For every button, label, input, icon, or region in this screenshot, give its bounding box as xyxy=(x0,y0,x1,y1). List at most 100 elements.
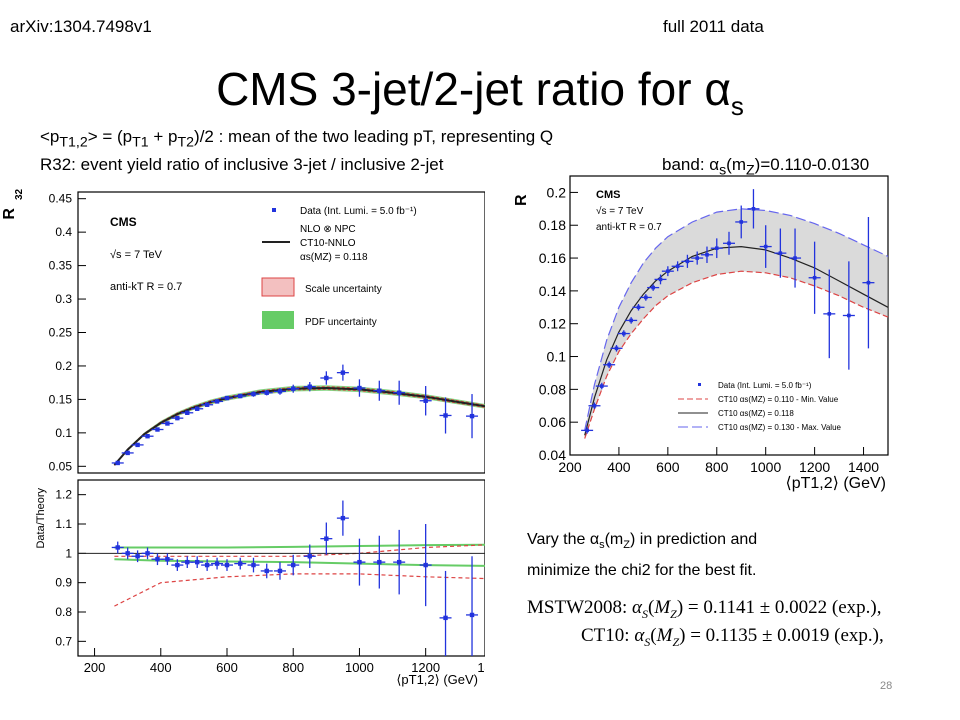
y-tick-label: 0.1 xyxy=(55,426,72,440)
y-tick-label: 0.25 xyxy=(49,326,73,340)
y-tick-label: 0.4 xyxy=(55,225,72,239)
right-legend-data: Data (Int. Lumi. = 5.0 fb⁻¹) xyxy=(718,381,812,390)
right-x-tick-label: 800 xyxy=(705,459,729,475)
y-tick-label: 0.45 xyxy=(49,192,73,206)
legend-pdf-swatch xyxy=(262,311,294,329)
ratio-point xyxy=(357,559,362,565)
right-point xyxy=(600,384,604,388)
data-point xyxy=(340,370,346,375)
data-point xyxy=(214,399,220,404)
central-curve xyxy=(584,245,889,436)
vary-note: Vary the αs(mZ) in prediction and minimi… xyxy=(527,527,757,584)
ratio-y-tick-label: 1 xyxy=(65,546,72,560)
right-point xyxy=(592,403,597,408)
data-point xyxy=(165,421,170,426)
page-title-text: CMS 3-jet/2-jet ratio for αs xyxy=(216,63,744,122)
y-tick-label: 0.3 xyxy=(55,292,72,306)
data-point xyxy=(377,388,382,393)
legend-data-marker xyxy=(272,208,276,212)
ratio-point xyxy=(214,561,220,566)
right-point xyxy=(614,346,619,351)
ratio-point xyxy=(165,557,170,562)
right-point xyxy=(763,244,768,249)
right-y-tick-label: 0.08 xyxy=(539,381,566,397)
right-y-tick-label: 0.1 xyxy=(547,349,567,365)
legend-nlo-npc: NLO ⊗ NPC xyxy=(300,224,356,235)
ratio-point xyxy=(145,551,150,556)
scale-lower xyxy=(114,573,485,607)
y-tick-label: 0.15 xyxy=(49,392,73,406)
vary-note-line1: Vary the αs(mZ) in prediction and xyxy=(527,531,758,552)
right-point xyxy=(658,277,663,282)
legend-data: Data (Int. Lumi. = 5.0 fb⁻¹) xyxy=(300,206,417,217)
data-point xyxy=(264,390,269,395)
top-frame xyxy=(77,191,485,474)
data-point xyxy=(291,386,296,391)
ratio-point xyxy=(135,554,140,559)
right-point xyxy=(695,256,699,260)
data-point xyxy=(423,398,428,403)
right-x-axis-label: ⟨pT1,2⟩ (GeV) xyxy=(785,475,886,492)
ratio-y-axis-label: Data/Theory xyxy=(35,488,47,549)
right-point xyxy=(714,246,719,251)
data-point xyxy=(155,427,160,432)
data-point xyxy=(185,410,190,415)
data-point xyxy=(195,406,200,411)
right-y-tick-label: 0.16 xyxy=(539,250,566,266)
ratio-point xyxy=(175,562,180,568)
ratio-point xyxy=(195,559,200,565)
right-legend-min: CT10 αs(MZ) = 0.110 - Min. Value xyxy=(718,395,839,404)
data-point xyxy=(443,413,448,418)
right-y-tick-label: 0.2 xyxy=(547,184,567,200)
right-legend-data-marker xyxy=(698,383,701,386)
ratio-point xyxy=(125,551,130,556)
data-point xyxy=(204,402,210,407)
right-point xyxy=(675,264,680,269)
right-point xyxy=(607,362,611,367)
right-point xyxy=(812,275,817,280)
description-line1: <pT1,2> = (pT1 + pT2)/2 : mean of the tw… xyxy=(40,127,554,151)
description-line2: R32: event yield ratio of inclusive 3-je… xyxy=(40,155,444,174)
right-x-tick-label: 1200 xyxy=(799,459,830,475)
y-axis-label: R xyxy=(1,208,18,220)
legend-antikt: anti-kT R = 0.7 xyxy=(110,281,182,293)
data-point xyxy=(396,390,402,395)
data-point xyxy=(251,391,256,397)
right-point xyxy=(636,305,641,310)
right-y-tick-label: 0.14 xyxy=(539,283,566,299)
band-note: band: αs(mZ)=0.110-0.0130 xyxy=(662,155,870,179)
min-curve xyxy=(584,270,889,439)
data-point xyxy=(307,384,312,389)
ratio-x-tick-label: 600 xyxy=(216,660,238,675)
legend-scale: Scale uncertainty xyxy=(305,284,382,295)
right-point xyxy=(739,220,744,224)
right-x-tick-label: 1400 xyxy=(848,459,879,475)
data-point xyxy=(357,385,362,391)
right-y-tick-label: 0.06 xyxy=(539,414,566,430)
right-legend-sqrt-s: √s = 7 TeV xyxy=(596,205,644,217)
data-point xyxy=(115,460,120,466)
alphas-band xyxy=(584,208,888,439)
page-number: 28 xyxy=(880,680,893,692)
right-chart: 0.04 0.06 0.08 0.1 0.12 0.14 0.16 0.18 0.2 200 400… xyxy=(513,175,889,492)
ratio-point xyxy=(264,568,269,574)
ratio-point xyxy=(185,559,190,565)
ratio-x-tick-label: 800 xyxy=(282,660,304,675)
right-x-tick-label: 600 xyxy=(656,459,680,475)
ratio-point xyxy=(277,568,283,574)
right-point xyxy=(651,285,655,290)
right-x-tick-label: 200 xyxy=(558,459,582,475)
data-point xyxy=(277,389,283,394)
right-legend-cms: CMS xyxy=(596,189,620,201)
right-point xyxy=(727,241,731,246)
ratio-point xyxy=(238,561,243,566)
ratio-point xyxy=(251,562,256,568)
y-tick-label: 0.05 xyxy=(49,459,73,473)
ratio-y-tick-label: 1.2 xyxy=(55,488,72,502)
right-point xyxy=(793,256,797,260)
right-point xyxy=(866,280,871,285)
ratio-x-tick-label: 1200 xyxy=(411,660,440,675)
right-y-tick-label: 0.12 xyxy=(539,316,566,332)
ratio-y-tick-label: 0.9 xyxy=(55,576,72,590)
data-point xyxy=(125,450,130,456)
